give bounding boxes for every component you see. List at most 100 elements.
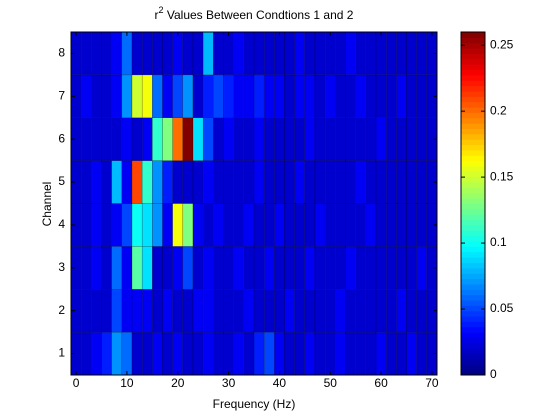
heatmap-cell [304, 117, 316, 161]
heatmap-cell [253, 74, 265, 118]
heatmap-cell [131, 331, 143, 376]
heatmap-cell [385, 246, 397, 290]
heatmap-cell [223, 289, 234, 333]
heatmap-cell [131, 246, 143, 290]
heatmap-cell [406, 160, 417, 204]
heatmap-cell [182, 160, 194, 204]
heatmap-cell [101, 74, 112, 118]
heatmap-cell [172, 31, 184, 76]
heatmap-cell [324, 117, 336, 161]
colorbar-swatch [461, 348, 485, 355]
heatmap-cell [253, 289, 265, 333]
colorbar-tick-label: 0.2 [490, 103, 507, 117]
heatmap-cell [141, 331, 153, 376]
heatmap-cell [375, 31, 387, 76]
x-tick-label: 50 [324, 376, 338, 390]
heatmap-cell [355, 289, 367, 333]
colorbar-swatch [461, 208, 485, 215]
heatmap-cell [253, 331, 265, 376]
colorbar-swatch [461, 353, 485, 360]
heatmap-cell [111, 31, 123, 76]
y-axis-label: Channel [40, 182, 54, 227]
heatmap-cell [101, 117, 112, 161]
heatmap-cell [284, 203, 295, 247]
heatmap-cell [182, 203, 194, 247]
y-tick-label: 4 [58, 217, 65, 231]
heatmap-cell [192, 74, 204, 118]
colorbar-swatch [461, 69, 485, 76]
heatmap-cell [80, 31, 92, 76]
colorbar-swatch [461, 176, 485, 183]
heatmap-cell [416, 289, 428, 333]
heatmap-cell [263, 289, 275, 333]
heatmap-cell [406, 31, 417, 76]
heatmap-cell [243, 289, 255, 333]
heatmap-cell [243, 160, 255, 204]
heatmap-cell [416, 117, 428, 161]
colorbar-swatch [461, 74, 485, 81]
colorbar-tick-label: 0 [490, 367, 497, 381]
heatmap-cell [80, 246, 92, 290]
heatmap-cell [202, 160, 214, 204]
colorbar-swatch [461, 192, 485, 199]
heatmap-cell [172, 203, 184, 247]
heatmap-cell [91, 74, 102, 118]
heatmap-cell [294, 289, 306, 333]
heatmap-cell [131, 117, 143, 161]
heatmap-cell [375, 117, 387, 161]
heatmap-cell [396, 246, 407, 290]
heatmap-cell [355, 74, 367, 118]
colorbar-swatch [461, 37, 485, 44]
heatmap-cell [324, 31, 336, 76]
colorbar-swatch [461, 251, 485, 258]
heatmap-cell [192, 117, 204, 161]
colorbar-swatch [461, 342, 485, 349]
heatmap-cell [91, 246, 102, 290]
title-rest: Values Between Condtions 1 and 2 [164, 8, 354, 22]
heatmap-cell [162, 160, 173, 204]
heatmap-cell [385, 117, 397, 161]
colorbar-swatch [461, 369, 485, 376]
heatmap-cell [406, 289, 417, 333]
heatmap-cell [202, 117, 214, 161]
x-tick-label: 20 [171, 376, 185, 390]
x-tick-label: 30 [222, 376, 236, 390]
heatmap-cell [91, 203, 102, 247]
heatmap-cell [263, 246, 275, 290]
heatmap-cell [152, 74, 163, 118]
colorbar-swatch [461, 257, 485, 263]
heatmap-cell [141, 74, 153, 118]
heatmap-cell [335, 331, 346, 376]
heatmap-cell [213, 289, 224, 333]
heatmap-cell [111, 246, 123, 290]
colorbar-swatch [461, 133, 485, 140]
heatmap-cell [284, 331, 295, 376]
heatmap-cell [314, 31, 326, 76]
colorbar-frame [460, 31, 486, 376]
heatmap-cell [385, 31, 397, 76]
heatmap-cell [365, 74, 377, 118]
heatmap-cell [314, 74, 326, 118]
heatmap-cell [365, 160, 377, 204]
colorbar-swatch [461, 278, 485, 285]
colorbar-swatch [461, 139, 485, 146]
heatmap-cell [213, 246, 224, 290]
heatmap-cell [396, 289, 407, 333]
heatmap-cell [223, 160, 234, 204]
colorbar-swatch [461, 182, 485, 188]
colorbar-swatch [461, 316, 485, 322]
heatmap-cell [385, 289, 397, 333]
colorbar-tick-label: 0.25 [490, 37, 514, 51]
colorbar-swatch [461, 155, 485, 162]
heatmap-cell [80, 289, 92, 333]
heatmap-cell [213, 331, 224, 376]
heatmap-cell [324, 331, 336, 376]
heatmap-cell [263, 31, 275, 76]
heatmap-cell [202, 31, 214, 76]
heatmap-cell [101, 246, 112, 290]
colorbar-swatch [461, 171, 485, 178]
heatmap-cell [91, 117, 102, 161]
y-tick-label: 6 [58, 131, 65, 145]
